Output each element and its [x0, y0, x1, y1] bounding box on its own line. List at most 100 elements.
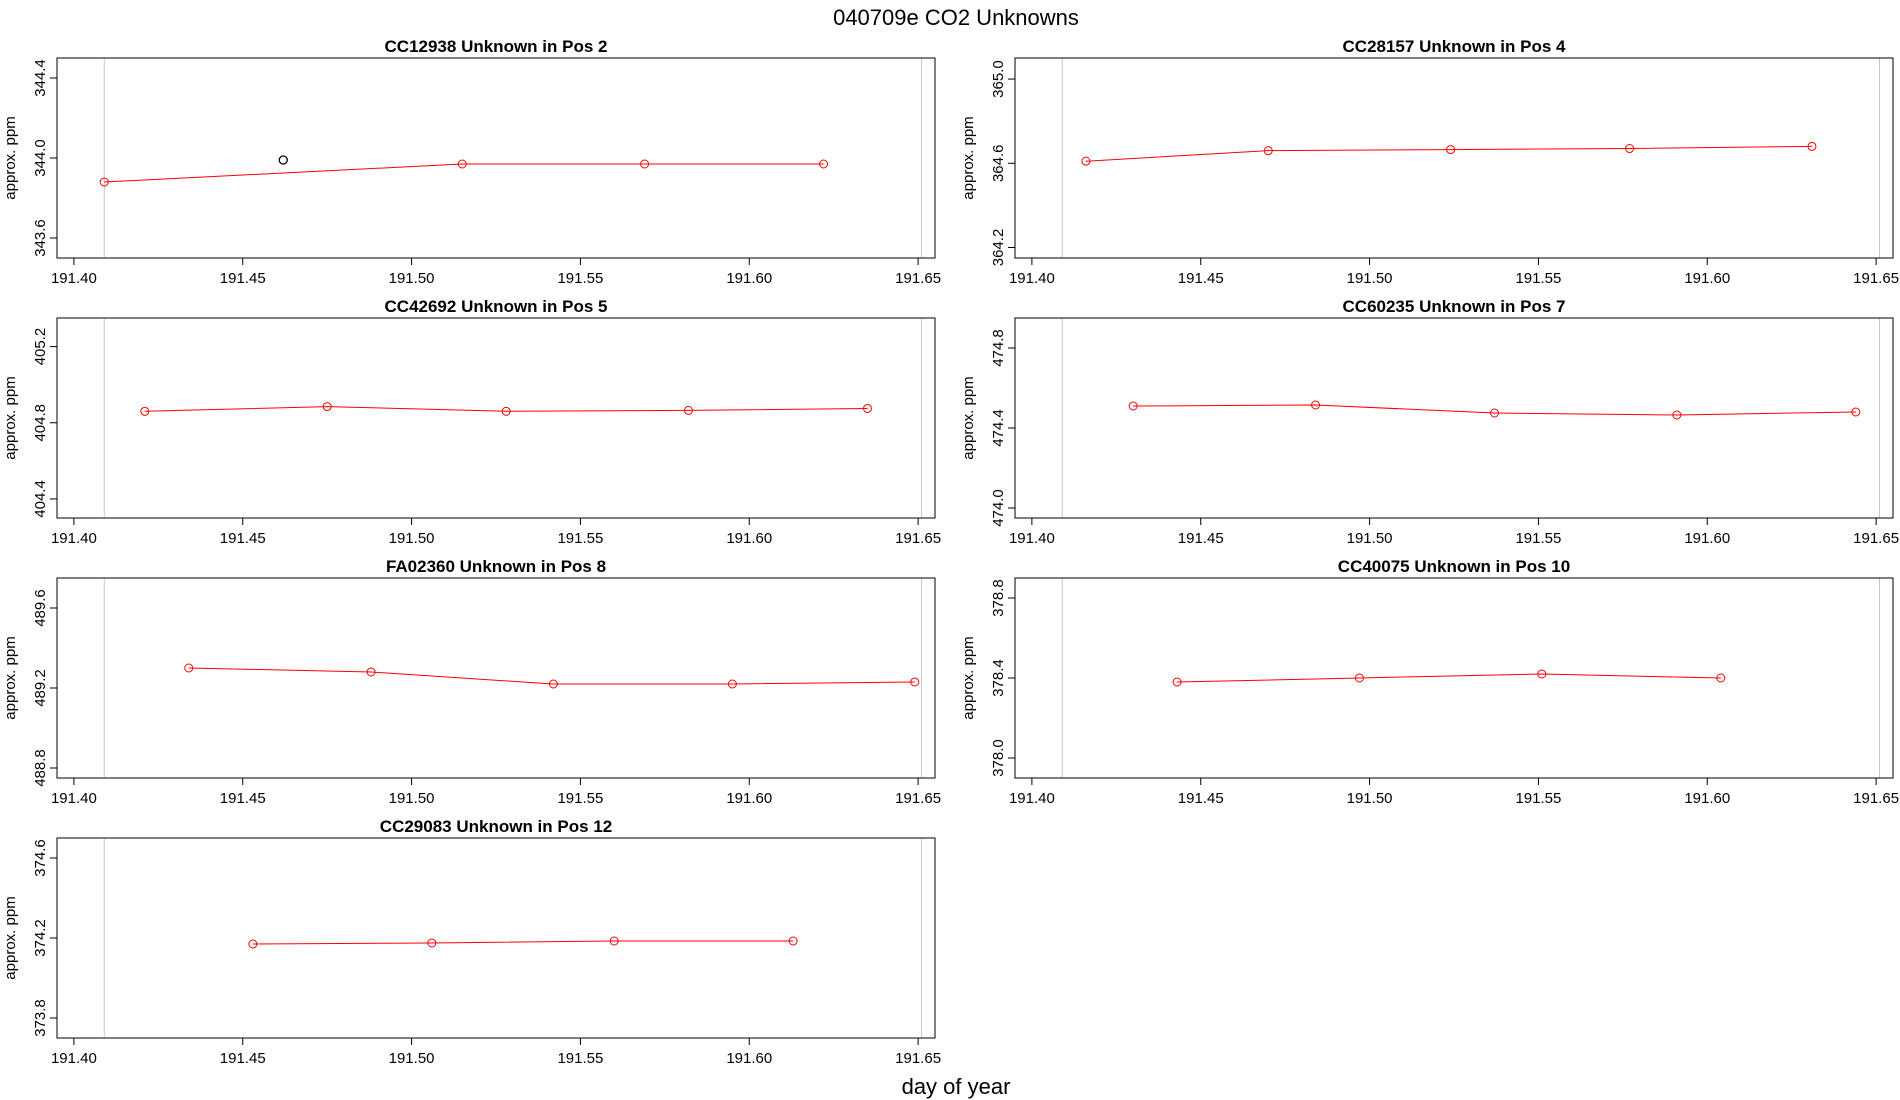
flagged-data-point	[278, 155, 288, 165]
data-point	[1263, 146, 1273, 156]
x-tick-label: 191.60	[726, 530, 772, 547]
panel-3: CC42692 Unknown in Pos 5 191.40 191.45 191.…	[2, 297, 941, 547]
x-tick-label: 191.45	[220, 530, 266, 547]
data-point	[1490, 408, 1500, 418]
panel-title: CC29083 Unknown in Pos 12	[380, 817, 612, 836]
x-tick-label: 191.55	[557, 790, 603, 807]
data-point	[683, 405, 693, 415]
data-point	[862, 403, 872, 413]
plot-frame	[1014, 317, 1894, 519]
data-point	[184, 663, 194, 673]
y-tick-label: 405.2	[32, 328, 49, 366]
x-tick-label: 191.40	[51, 270, 97, 287]
y-tick-label: 365.0	[990, 60, 1007, 98]
panel-title: CC40075 Unknown in Pos 10	[1338, 557, 1570, 576]
data-point	[1625, 144, 1635, 154]
y-axis-label: approx. ppm	[2, 896, 19, 979]
panel-title: CC42692 Unknown in Pos 5	[385, 297, 608, 316]
y-tick-label: 364.2	[990, 229, 1007, 267]
plot-frame	[1014, 57, 1894, 259]
x-tick-label: 191.60	[726, 1050, 772, 1067]
panel-title: FA02360 Unknown in Pos 8	[386, 557, 606, 576]
data-point	[366, 667, 376, 677]
y-tick-label: 489.6	[32, 589, 49, 627]
y-axis-label: approx. ppm	[960, 116, 977, 199]
plot-frame	[56, 317, 936, 519]
data-point	[1081, 156, 1091, 166]
data-point	[322, 402, 332, 412]
figure-xlabel: day of year	[902, 1074, 1011, 1099]
y-axis-label: approx. ppm	[2, 116, 19, 199]
data-point	[1311, 400, 1321, 410]
data-point	[1672, 410, 1682, 420]
x-tick-label: 191.50	[389, 270, 435, 287]
x-tick-label: 191.50	[1347, 530, 1393, 547]
panel-title: CC12938 Unknown in Pos 2	[385, 37, 608, 56]
panel-title: CC28157 Unknown in Pos 4	[1343, 37, 1566, 56]
x-tick-label: 191.60	[726, 270, 772, 287]
data-point	[457, 159, 467, 169]
x-tick-label: 191.65	[895, 1050, 941, 1067]
plot-frame	[56, 577, 936, 779]
x-tick-label: 191.55	[557, 270, 603, 287]
data-point	[1446, 145, 1456, 155]
x-tick-label: 191.65	[1853, 270, 1899, 287]
series-line	[1085, 145, 1813, 162]
y-tick-label: 374.2	[32, 919, 49, 957]
y-tick-label: 344.4	[32, 59, 49, 97]
x-tick-label: 191.50	[389, 790, 435, 807]
series-line	[104, 163, 824, 183]
y-axis-label: approx. ppm	[960, 376, 977, 459]
x-tick-label: 191.50	[1347, 270, 1393, 287]
y-tick-label: 404.4	[32, 480, 49, 518]
x-tick-label: 191.65	[895, 790, 941, 807]
data-point	[609, 936, 619, 946]
y-tick-label: 489.2	[32, 669, 49, 707]
x-tick-label: 191.55	[557, 1050, 603, 1067]
x-tick-label: 191.45	[220, 790, 266, 807]
y-tick-label: 378.4	[990, 659, 1007, 697]
x-tick-label: 191.45	[1178, 270, 1224, 287]
x-tick-label: 191.60	[1684, 790, 1730, 807]
x-tick-label: 191.40	[1009, 270, 1055, 287]
data-point	[248, 939, 258, 949]
data-point	[1851, 407, 1861, 417]
panel-5: FA02360 Unknown in Pos 8 191.40 191.45 191.…	[2, 557, 941, 807]
data-point	[640, 159, 650, 169]
x-tick-label: 191.50	[389, 530, 435, 547]
data-point	[427, 938, 437, 948]
x-tick-label: 191.45	[1178, 790, 1224, 807]
data-point	[1716, 673, 1726, 683]
y-tick-label: 488.8	[32, 749, 49, 787]
series-line	[252, 940, 794, 945]
x-tick-label: 191.60	[726, 790, 772, 807]
data-point	[140, 406, 150, 416]
x-tick-label: 191.65	[1853, 790, 1899, 807]
x-tick-label: 191.50	[389, 1050, 435, 1067]
y-tick-label: 364.6	[990, 144, 1007, 182]
data-point	[99, 177, 109, 187]
x-tick-label: 191.45	[220, 1050, 266, 1067]
y-tick-label: 474.4	[990, 409, 1007, 447]
panel-2: CC28157 Unknown in Pos 4 191.40 191.45 191.…	[960, 37, 1899, 287]
y-tick-label: 344.0	[32, 139, 49, 177]
series-line	[188, 667, 915, 685]
x-tick-label: 191.65	[895, 530, 941, 547]
y-tick-label: 343.6	[32, 219, 49, 257]
y-axis-label: approx. ppm	[2, 376, 19, 459]
series-line	[144, 406, 868, 412]
y-tick-label: 373.8	[32, 999, 49, 1037]
panel-4: CC60235 Unknown in Pos 7 191.40 191.45 191.…	[960, 297, 1899, 547]
data-point	[1807, 141, 1817, 151]
plot-frame	[56, 57, 936, 259]
y-axis-label: approx. ppm	[2, 636, 19, 719]
x-tick-label: 191.55	[1515, 530, 1561, 547]
x-tick-label: 191.40	[1009, 530, 1055, 547]
figure-title: 040709e CO2 Unknowns	[833, 5, 1079, 30]
data-point	[727, 679, 737, 689]
data-point	[1537, 669, 1547, 679]
data-point	[910, 677, 920, 687]
x-tick-label: 191.40	[51, 790, 97, 807]
y-axis-label: approx. ppm	[960, 636, 977, 719]
